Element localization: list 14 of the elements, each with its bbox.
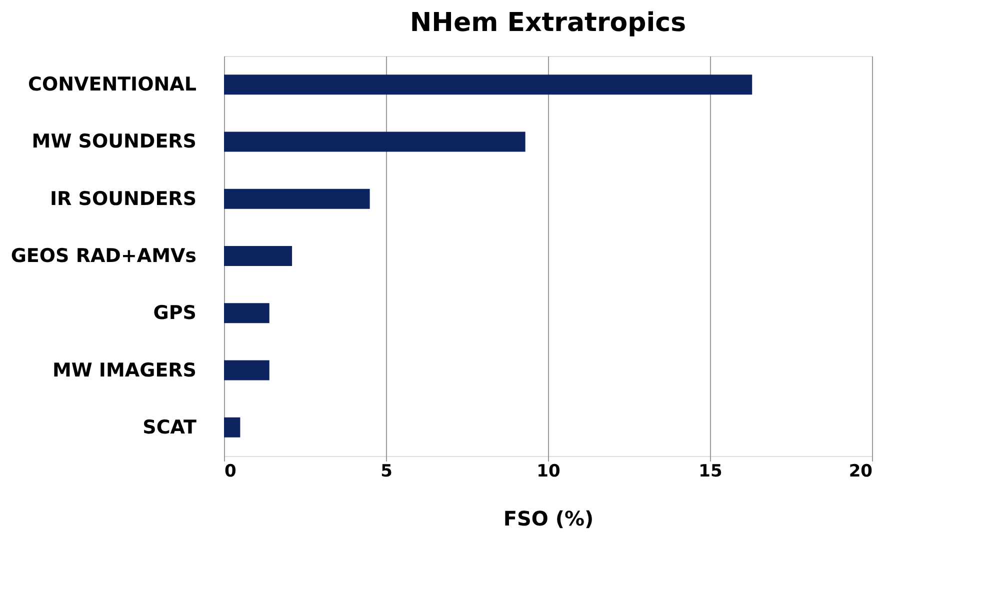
y-tick-label: IR SOUNDERS [50,188,196,210]
y-tick-label: GEOS RAD+AMVs [10,245,196,267]
y-tick-label: MW SOUNDERS [32,130,196,153]
y-tick-label: SCAT [142,416,197,438]
chart-title: NHem Extratropics [410,8,686,38]
y-tick-label: GPS [153,302,196,324]
x-tick-label: 10 [536,462,560,482]
x-axis-title: FSO (%) [503,506,594,530]
y-tick-label: MW IMAGERS [52,359,196,382]
x-tick-label: 5 [380,462,392,482]
x-tick-label: 0 [224,462,236,482]
x-tick-label: 20 [848,462,873,482]
y-tick-label: CONVENTIONAL [28,74,196,96]
x-tick-label: 15 [698,462,722,482]
